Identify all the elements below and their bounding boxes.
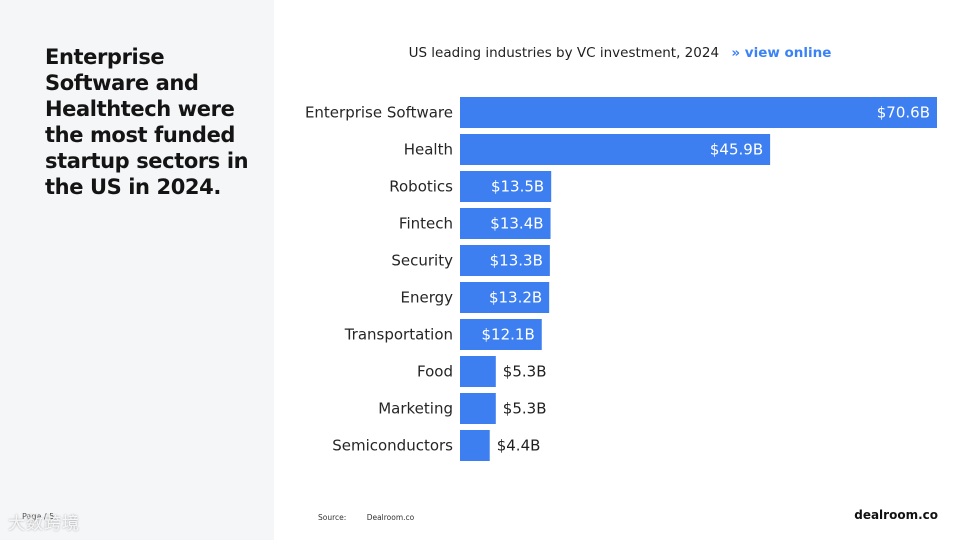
view-online-link[interactable]: » view online <box>731 45 832 61</box>
value-label: $13.4B <box>490 215 543 233</box>
value-label: $45.9B <box>710 141 763 159</box>
value-label: $13.3B <box>490 252 543 270</box>
headline: Enterprise Software and Healthtech were … <box>45 45 249 199</box>
brand-logo[interactable]: dealroom.co <box>854 508 938 522</box>
footer-source: Source: Dealroom.co <box>318 513 432 522</box>
watermark: 大数跨境 <box>8 514 80 534</box>
category-label: Marketing <box>378 400 453 418</box>
category-label: Energy <box>400 289 453 307</box>
bar <box>460 430 490 461</box>
bar <box>460 319 542 350</box>
category-label: Health <box>404 141 453 159</box>
category-label: Semiconductors <box>332 437 453 455</box>
bar <box>460 356 496 387</box>
page-label: Page / 5 <box>22 512 55 521</box>
category-label: Transportation <box>344 326 453 344</box>
value-label: $5.3B <box>503 400 547 418</box>
chart-title: US leading industries by VC investment, … <box>408 45 720 61</box>
bar <box>460 393 496 424</box>
value-label: $12.1B <box>482 326 535 344</box>
value-label: $13.5B <box>491 178 544 196</box>
category-label: Robotics <box>389 178 453 196</box>
value-label: $5.3B <box>503 363 547 381</box>
category-label: Enterprise Software <box>305 104 453 122</box>
bar <box>460 134 771 165</box>
bar <box>460 171 552 202</box>
bar <box>460 208 551 239</box>
category-label: Fintech <box>399 215 453 233</box>
category-label: Security <box>391 252 453 270</box>
value-label: $13.2B <box>489 289 542 307</box>
chart-header: US leading industries by VC investment, … <box>280 45 960 61</box>
source-label: Source: <box>318 513 347 522</box>
value-label: $4.4B <box>497 437 541 455</box>
bar <box>460 97 937 128</box>
source-value: Dealroom.co <box>366 513 415 522</box>
value-label: $70.6B <box>877 104 930 122</box>
bar <box>460 245 550 276</box>
left-panel: Enterprise Software and Healthtech were … <box>0 0 274 540</box>
bar <box>460 282 550 313</box>
category-label: Food <box>417 363 453 381</box>
